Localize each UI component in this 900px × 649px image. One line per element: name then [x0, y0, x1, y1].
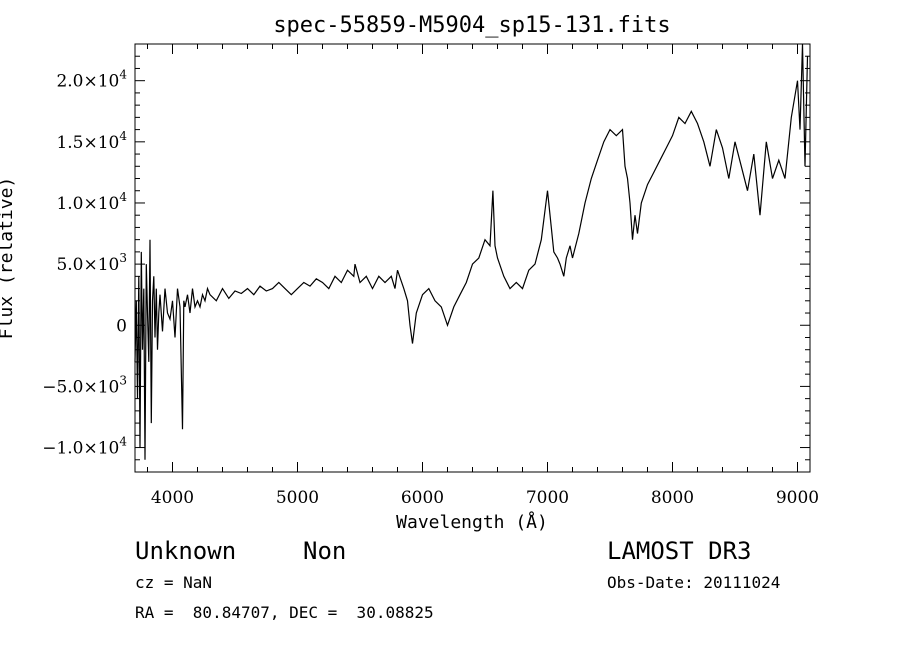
survey-name: LAMOST DR3 [607, 537, 752, 565]
x-axis-label: Wavelength (Å) [396, 511, 548, 533]
plot-frame [134, 43, 811, 473]
y-tick-label: 1.5×104 [56, 129, 127, 153]
x-tick-label: 9000 [776, 488, 819, 508]
plot-area: 4000 5000 6000 7000 8000 9000 −1.0×104 −5.0×103… [42, 43, 819, 508]
x-tick-label: 5000 [276, 488, 319, 508]
y-tick-label: 5.0×103 [56, 251, 127, 275]
object-class: Non [303, 537, 347, 565]
object-type: Unknown [135, 537, 237, 565]
x-tick-label: 4000 [151, 488, 194, 508]
y-tick-label: 0 [116, 316, 127, 336]
chart-title: spec-55859-M5904_sp15-131.fits [273, 13, 670, 38]
coordinates: RA = 80.84707, DEC = 30.08825 [135, 603, 434, 622]
spectrum-line [134, 43, 809, 460]
y-tick-label: −1.0×104 [42, 435, 127, 459]
y-tick-label: 2.0×104 [56, 68, 127, 92]
x-tick-label: 6000 [401, 488, 444, 508]
x-tick-label: 8000 [651, 488, 694, 508]
obs-date: Obs-Date: 20111024 [607, 573, 781, 592]
cz-value: cz = NaN [135, 573, 213, 592]
y-tick-label: −5.0×103 [42, 373, 127, 397]
y-axis-label: Flux (relative) [0, 177, 17, 340]
x-tick-label: 7000 [526, 488, 569, 508]
y-tick-label: 1.0×104 [56, 190, 127, 214]
